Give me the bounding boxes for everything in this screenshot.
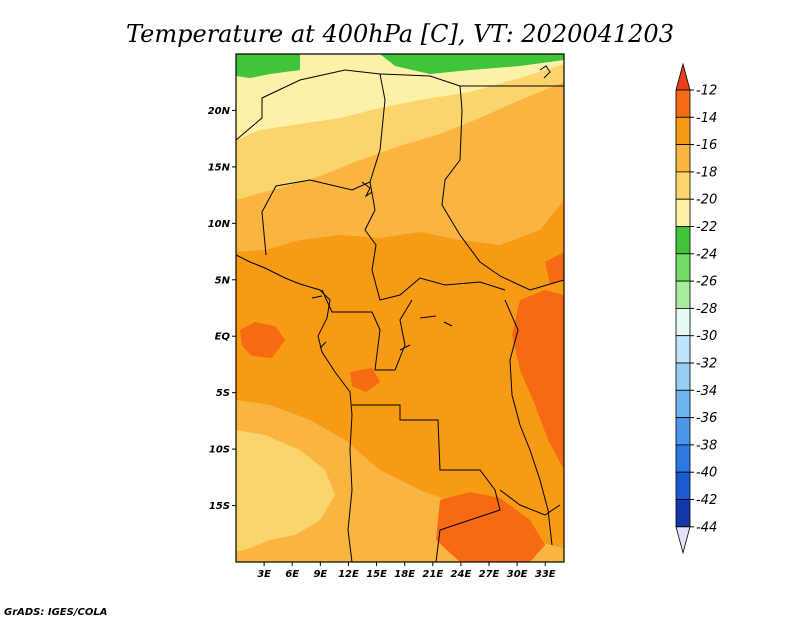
inland-lakes [311, 295, 453, 351]
lat-tick-label: 10S [209, 445, 230, 456]
map-title: Temperature at 400hPa [C], VT: 202004120… [126, 20, 674, 48]
colorbar-segment [675, 499, 691, 528]
lake-chad [361, 181, 373, 198]
colorbar-label: -30 [696, 329, 717, 344]
longitude-axis: 3E 6E 9E 12E 15E 18E 21E 24E 27E 30E 33E [257, 562, 556, 580]
colorbar-segment [675, 444, 691, 473]
border-sudan [441, 85, 564, 291]
border-zambia [499, 489, 561, 516]
colorbar-label: -24 [696, 247, 717, 262]
field-warm-patch-northeast [545, 252, 564, 284]
colorbar-segment [675, 89, 691, 118]
lat-tick-label: 5N [215, 275, 231, 286]
colorbar-segment [675, 335, 691, 364]
lat-tick-label: EQ [215, 332, 231, 343]
colorbar-segment [675, 171, 691, 200]
colorbar-label: -34 [696, 384, 717, 399]
boundaries [236, 65, 564, 562]
lat-tick-label: 20N [208, 106, 231, 117]
lat-tick-label: 15S [209, 501, 230, 512]
colorbar-segment [675, 417, 691, 446]
colorbar-segment [675, 280, 691, 309]
field-warm-patch-east [512, 290, 564, 470]
colorbar-segment [675, 471, 691, 500]
lon-tick-label: 6E [285, 569, 299, 580]
colorbar-label: -40 [696, 466, 717, 481]
border-great-lakes [504, 299, 553, 546]
border-niger-chad [261, 73, 386, 256]
colorbar-segment [675, 226, 691, 255]
colorbar-label: -36 [696, 411, 717, 426]
map-frame [235, 53, 565, 563]
field-warm-patch-west [240, 322, 285, 358]
colorbar-segment [675, 389, 691, 418]
border-car [364, 181, 506, 301]
lon-tick-label: 30E [507, 569, 528, 580]
colorbar-segment [675, 116, 691, 146]
colorbar-segment [675, 198, 691, 227]
field-band-22-24-top [236, 54, 564, 78]
colorbar-label: -28 [696, 302, 717, 317]
lon-tick-label: 33E [535, 569, 556, 580]
lon-tick-label: 3E [257, 569, 271, 580]
colorbar-segment [675, 362, 691, 391]
lon-tick-label: 18E [394, 569, 415, 580]
colorbar: -12 -14 -16 -18 -20 -22 -24 -26 -28 -30 -32 -34 -36 -… [675, 62, 717, 555]
colorbar-label: -26 [696, 275, 717, 290]
lon-tick-label: 9E [313, 569, 327, 580]
colorbar-label: -14 [696, 111, 717, 126]
field-warm-patch-coast [350, 368, 380, 392]
temperature-map: 20N 15N 10N 5N EQ 5S 10S 15S 3E 6E 9E 12E 15E 18E 21E… [208, 53, 565, 580]
lat-tick-label: 15N [208, 162, 231, 173]
border-sahara [236, 69, 564, 141]
nile-delta-coast [539, 65, 551, 79]
colorbar-label: -42 [696, 493, 717, 508]
colorbar-label: -16 [696, 138, 717, 153]
border-congo-gabon [321, 289, 413, 371]
lon-tick-label: 15E [366, 569, 387, 580]
temperature-field [236, 54, 564, 562]
colorbar-segment [675, 307, 691, 337]
colorbar-label: -44 [696, 520, 717, 535]
colorbar-label: -18 [696, 165, 717, 180]
border-angola-drc [352, 404, 501, 562]
colorbar-label: -38 [696, 438, 717, 453]
colorbar-arrow-top [675, 62, 691, 91]
field-warm-patch-south [436, 492, 545, 562]
colorbar-label: -32 [696, 357, 717, 372]
colorbar-segment [675, 144, 691, 173]
lat-tick-label: 5S [216, 388, 230, 399]
latitude-axis: 20N 15N 10N 5N EQ 5S 10S 15S [208, 106, 236, 512]
colorbar-label: -12 [696, 84, 717, 99]
lon-tick-label: 12E [338, 569, 359, 580]
lon-tick-label: 21E [422, 569, 443, 580]
lat-tick-label: 10N [208, 219, 231, 230]
colorbar-label: -20 [696, 193, 717, 208]
colorbar-arrow-bottom [675, 526, 691, 555]
lon-tick-label: 24E [451, 569, 472, 580]
colorbar-label: -22 [696, 220, 717, 235]
colorbar-segment [675, 253, 691, 282]
grads-credit: GrADS: IGES/COLA [4, 607, 107, 618]
coastline-west [236, 254, 353, 562]
field-band-18-20-south [236, 430, 335, 552]
lon-tick-label: 27E [479, 569, 500, 580]
